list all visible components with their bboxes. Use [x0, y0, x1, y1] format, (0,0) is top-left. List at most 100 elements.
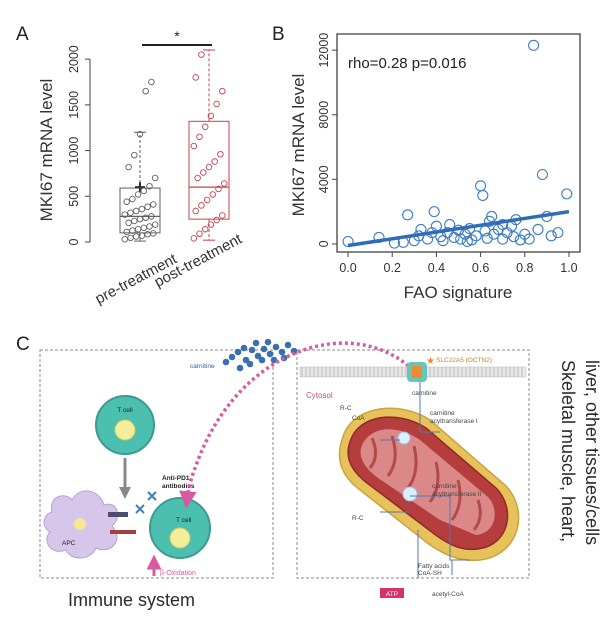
carnitine-small-label: carnitine	[412, 390, 437, 397]
b-point	[481, 232, 493, 244]
a-point	[148, 213, 155, 220]
carnitine-dot	[264, 338, 272, 346]
carnitine-label-left: carnitine	[190, 363, 215, 370]
a-mean-marker	[135, 182, 145, 193]
carnitine-dot	[246, 360, 254, 368]
a-point	[207, 221, 215, 228]
carnitine-dot	[272, 343, 280, 351]
antibody-icon	[135, 504, 145, 514]
a-box	[188, 120, 230, 220]
a-point	[121, 236, 129, 243]
b-point	[536, 168, 548, 181]
a-point	[134, 225, 142, 233]
a-point	[146, 182, 153, 190]
t-cell-bottom-label: T cell	[176, 517, 192, 524]
b-point	[475, 180, 487, 192]
b-point	[528, 39, 540, 51]
immune-box	[39, 349, 274, 579]
a-point	[121, 211, 129, 218]
b-point	[428, 206, 440, 218]
tissue-title: Skeletal muscle, heart, liver, other tiss…	[558, 360, 602, 545]
a-point	[132, 207, 140, 215]
a-point	[196, 230, 203, 238]
pd-l1-molecule	[110, 530, 136, 534]
a-point	[211, 158, 218, 165]
a-point	[200, 169, 207, 176]
a-points	[121, 51, 228, 243]
t-cell-top-label: T cell	[117, 407, 133, 414]
b-point	[523, 233, 535, 245]
a-point	[219, 87, 226, 95]
b-y-tick-label: 8000	[317, 101, 331, 129]
b-y-tick-label: 4000	[317, 165, 331, 193]
b-point	[497, 218, 509, 231]
a-point	[151, 221, 159, 228]
carnitine-dot	[254, 352, 262, 360]
a-point	[123, 198, 130, 206]
atp-badge	[380, 588, 404, 598]
a-point	[207, 112, 215, 120]
a-point	[129, 195, 136, 203]
a-point	[140, 224, 148, 232]
a-y-tick-label: 2000	[67, 45, 81, 73]
a-point	[144, 230, 151, 238]
a-point	[138, 205, 146, 213]
coa-label: CoA	[352, 415, 365, 422]
carnitine-dot	[240, 344, 248, 352]
a-point	[192, 74, 199, 81]
carnitine-dot	[260, 345, 268, 353]
b-point	[486, 210, 498, 223]
atp-label: ATP	[386, 591, 398, 598]
b-point	[508, 231, 520, 243]
b-point	[545, 230, 557, 242]
a-point	[213, 100, 220, 108]
star-icon: ★	[426, 356, 435, 367]
panel-b: B MKI67 mRNA level FAO signature rho=0.2…	[272, 24, 581, 302]
a-y-tick-label: 1500	[67, 91, 81, 119]
fatty-acid-label: Fatty acids CoA-SH	[418, 563, 450, 577]
a-point	[123, 228, 130, 236]
mhc-molecule	[108, 512, 128, 517]
a-point	[203, 196, 211, 204]
a-point	[205, 163, 213, 171]
transporter-label: SLC22A5 (OCTN2)	[436, 357, 492, 364]
a-point	[198, 51, 205, 58]
b-x-tick-label: 0.4	[428, 261, 445, 275]
a-y-tick-label: 0	[67, 238, 81, 245]
a-y-axis: 0 500 1000 1500 2000	[67, 45, 91, 245]
mitochondrion	[338, 407, 520, 562]
acetyl-coa-label: acetyl-CoA	[432, 591, 464, 598]
b-point	[461, 235, 473, 248]
a-point	[150, 201, 157, 208]
a-point	[192, 207, 199, 215]
t-cell-bottom: T cell	[149, 497, 211, 559]
b-point	[448, 231, 460, 244]
a-point	[220, 180, 228, 187]
carnitine-dot	[266, 350, 274, 358]
b-x-tick-label: 0.8	[516, 261, 533, 275]
apc-label: APC	[62, 540, 76, 547]
b-annotation: rho=0.28 p=0.016	[348, 55, 466, 72]
carnitine-dot	[284, 341, 292, 349]
b-point	[402, 209, 414, 221]
b-x-axis-title: FAO signature	[404, 283, 513, 302]
apc-cell: APC	[43, 490, 119, 559]
a-point	[140, 187, 148, 195]
carnitine-dot	[252, 339, 260, 347]
a-point	[146, 223, 153, 230]
b-axes: 0.0 0.2 0.4 0.6 0.8 1.0 0 4000 8000 12000	[317, 33, 578, 275]
b-y-axis-title: MKI67 mRNA level	[289, 74, 308, 217]
a-boxplots	[119, 49, 230, 242]
a-point	[136, 130, 144, 138]
t-cell-top: T cell	[95, 395, 155, 455]
a-point	[142, 87, 149, 95]
b-point	[532, 223, 544, 235]
a-point	[217, 150, 224, 158]
rc-label-bottom: R-C	[352, 515, 364, 522]
cpt2-label: carnitine acyltransferase II	[432, 483, 482, 498]
b-point	[477, 189, 489, 202]
a-point	[213, 216, 220, 224]
carnitine-molecules	[222, 338, 298, 372]
